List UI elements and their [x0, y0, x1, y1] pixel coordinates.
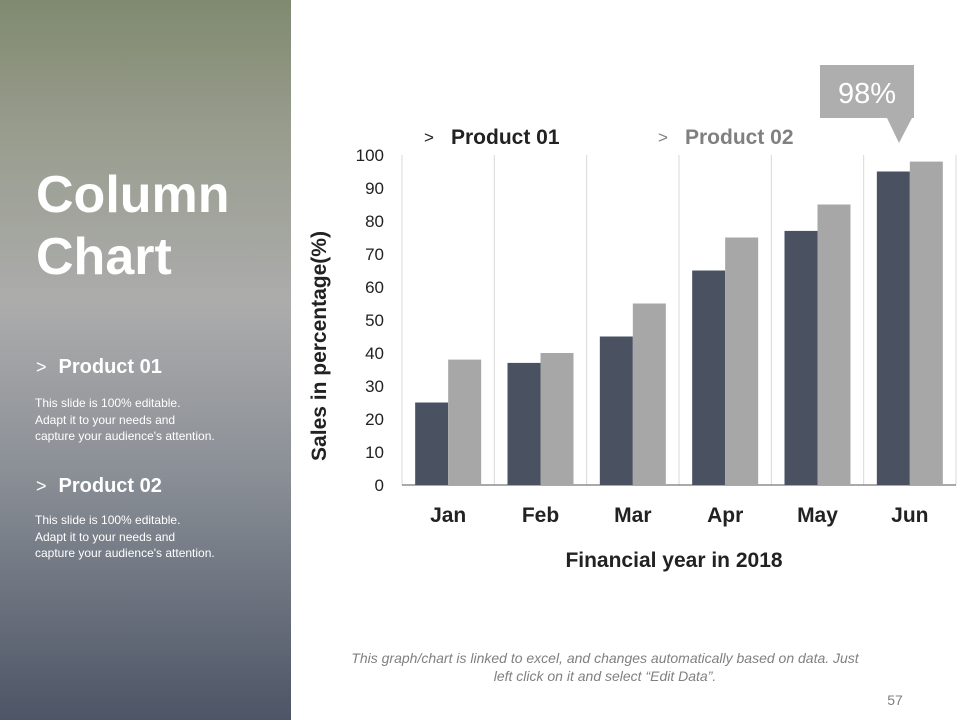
column-chart[interactable]: 0 10 20 30 40 50 60 70 80 90 100 Jan Feb Mar Apr May Jun…	[291, 0, 960, 640]
x-tick-label: Jan	[430, 504, 466, 527]
y-tick-label: 60	[365, 278, 384, 297]
product-02-heading-label: Product 02	[58, 475, 162, 497]
bar-product-02-jun[interactable]	[909, 161, 943, 485]
y-tick-label: 30	[365, 377, 384, 396]
product-02-desc-line-3: capture your audience's attention.	[35, 546, 215, 560]
page-number: 57	[887, 692, 903, 708]
slide-title-line-2: Chart	[36, 228, 172, 286]
x-tick-label: Apr	[707, 504, 743, 527]
sidebar-panel: Column Chart > Product 01 This slide is …	[0, 0, 291, 720]
slide-title: Column Chart	[36, 164, 286, 288]
x-tick-label: Jun	[891, 504, 928, 527]
sidebar-product-01-description: This slide is 100% editable. Adapt it to…	[35, 395, 255, 445]
chart-footnote: This graph/chart is linked to excel, and…	[300, 649, 910, 685]
bar-product-01-feb[interactable]	[507, 362, 541, 485]
callout-label: 98%	[838, 78, 896, 110]
y-tick-label: 90	[365, 179, 384, 198]
legend-chevron-icon: >	[658, 128, 668, 147]
bar-product-01-apr[interactable]	[692, 270, 726, 486]
bar-product-02-jan[interactable]	[448, 359, 482, 485]
sidebar-product-01-heading: > Product 01	[36, 356, 162, 379]
bar-product-01-jan[interactable]	[415, 402, 449, 486]
sidebar-product-02-description: This slide is 100% editable. Adapt it to…	[35, 512, 255, 562]
y-tick-label: 70	[365, 245, 384, 264]
y-tick-label: 10	[365, 443, 384, 462]
bar-product-01-mar[interactable]	[599, 336, 633, 486]
product-01-desc-line-1: This slide is 100% editable.	[35, 396, 181, 410]
footnote-line-2: left click on it and select “Edit Data”.	[493, 668, 717, 684]
footnote-line-1: This graph/chart is linked to excel, and…	[351, 650, 859, 666]
y-tick-label: 20	[365, 410, 384, 429]
slide-title-line-1: Column	[36, 166, 230, 224]
x-tick-label: Mar	[614, 504, 651, 527]
y-tick-label: 40	[365, 344, 384, 363]
product-01-desc-line-2: Adapt it to your needs and	[35, 412, 176, 427]
bar-product-02-may[interactable]	[817, 204, 851, 486]
legend-item-2: Product 02	[685, 126, 794, 149]
chevron-right-icon: >	[36, 476, 47, 496]
y-tick-label: 0	[375, 476, 384, 495]
chevron-right-icon: >	[36, 357, 47, 377]
callout-bubble	[820, 65, 914, 143]
x-tick-label: Feb	[522, 504, 559, 527]
bar-product-01-may[interactable]	[784, 230, 818, 485]
bar-product-02-apr[interactable]	[725, 237, 759, 486]
x-tick-label: May	[797, 504, 838, 527]
product-02-desc-line-2: Adapt it to your needs and	[35, 529, 176, 544]
y-axis-title: Sales in percentage(%)	[308, 231, 331, 461]
bar-product-01-jun[interactable]	[876, 171, 910, 486]
y-tick-label: 80	[365, 212, 384, 231]
legend-chevron-icon: >	[424, 128, 434, 147]
product-01-heading-label: Product 01	[58, 356, 162, 378]
legend-item-1: Product 01	[451, 126, 560, 149]
x-axis-title: Financial year in 2018	[565, 549, 782, 572]
y-tick-label: 100	[356, 146, 384, 165]
bar-product-02-mar[interactable]	[632, 303, 666, 486]
product-02-desc-line-1: This slide is 100% editable.	[35, 513, 181, 527]
product-01-desc-line-3: capture your audience's attention.	[35, 429, 215, 443]
sidebar-product-02-heading: > Product 02	[36, 475, 162, 498]
bar-product-02-feb[interactable]	[540, 353, 574, 485]
y-tick-label: 50	[365, 311, 384, 330]
